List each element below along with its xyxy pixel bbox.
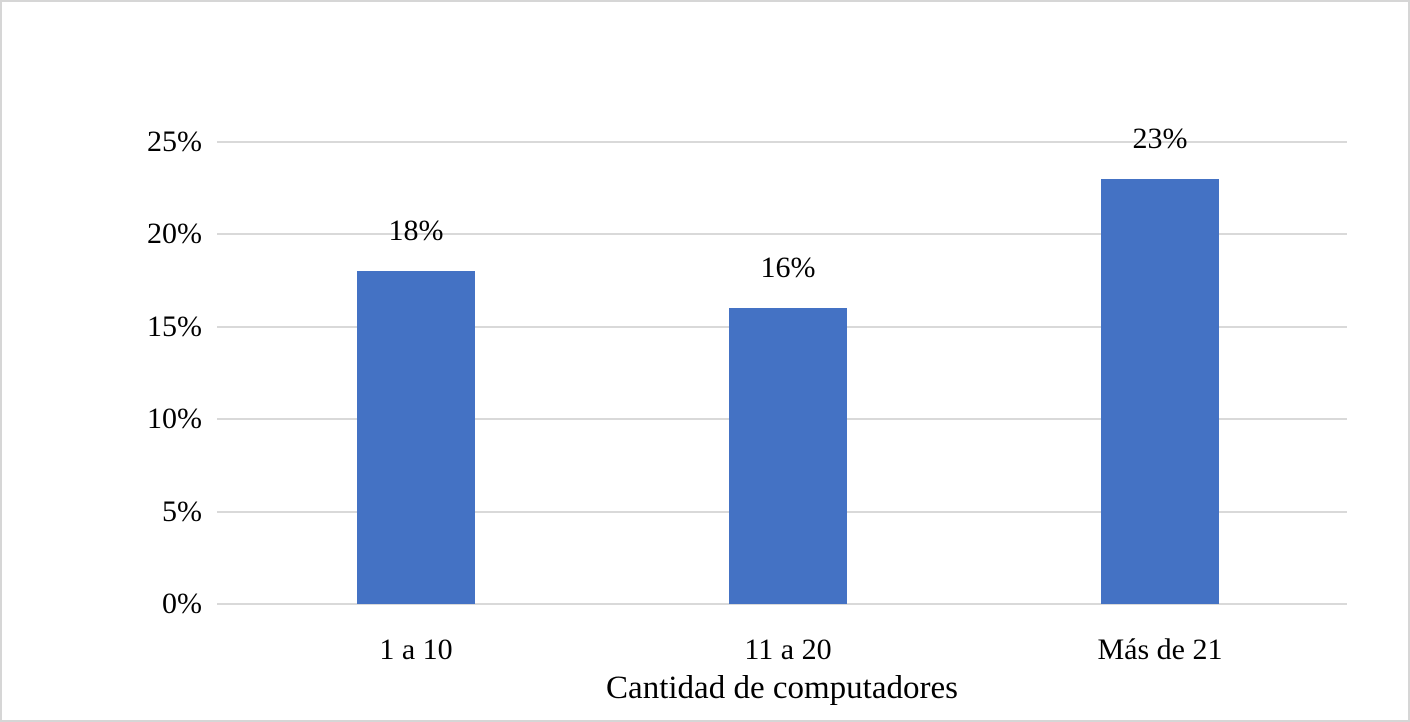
x-tick-label: 1 a 10 [379, 633, 453, 666]
bar-11-a-20 [729, 308, 847, 604]
x-axis-title: Cantidad de computadores [606, 670, 958, 706]
bar-value-label: 23% [1132, 121, 1188, 155]
y-tick-label: 5% [162, 494, 202, 528]
bar-1-a-10 [357, 271, 475, 604]
y-tick-label: 15% [147, 309, 202, 343]
x-tick-label: Más de 21 [1097, 633, 1223, 666]
bar-más-de-21 [1101, 178, 1219, 604]
y-tick-label: 0% [162, 587, 202, 620]
gridline [217, 233, 1347, 236]
x-tick-label: 11 a 20 [744, 633, 832, 666]
bar-value-label: 16% [760, 251, 816, 285]
y-tick-label: 10% [147, 402, 202, 436]
gridline [217, 141, 1347, 143]
gridline [217, 603, 1347, 605]
y-tick-label: 20% [147, 217, 202, 251]
y-tick-label: 25% [147, 125, 202, 158]
bar-value-label: 18% [388, 214, 444, 248]
